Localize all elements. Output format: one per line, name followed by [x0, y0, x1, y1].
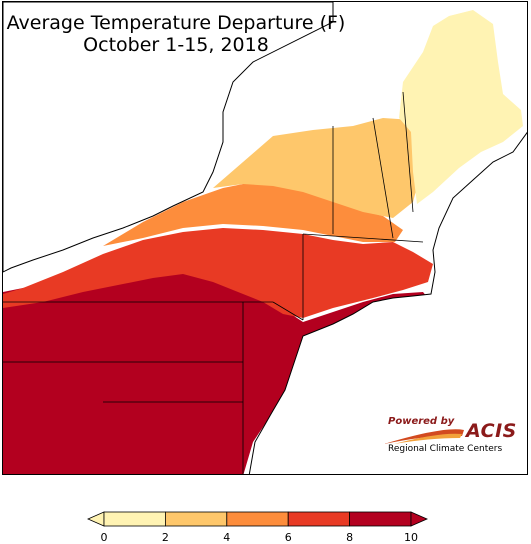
logo-powered-by: Powered by	[388, 416, 455, 427]
legend-swatch-4	[349, 511, 412, 527]
logo-swoosh-icon	[384, 429, 464, 444]
legend-swatch-2	[226, 511, 289, 527]
region-6-8	[3, 228, 433, 318]
logo-subtitle: Regional Climate Centers	[388, 444, 503, 454]
state-borders	[3, 91, 424, 474]
legend-tick-label: 8	[346, 531, 354, 544]
legend-tick-label: 6	[284, 531, 292, 544]
legend-swatch-3	[287, 511, 351, 527]
legend-colorbar	[87, 511, 428, 527]
ocean-water	[248, 131, 527, 474]
region-4-6	[103, 182, 403, 246]
temperature-departure-map	[3, 2, 527, 474]
map-frame	[2, 1, 528, 475]
region-8-10	[3, 260, 431, 474]
map-date-range: October 1-15, 2018	[83, 34, 269, 56]
legend-tick-label: 4	[223, 531, 231, 544]
acis-logo: Powered by ACIS Regional Climate Centers	[384, 414, 517, 458]
legend-arrow-high	[410, 511, 428, 527]
legend-swatch-1	[164, 511, 228, 527]
region-0-2	[399, 10, 523, 204]
map-title: Average Temperature Departure (F)	[6, 12, 346, 34]
great-lakes-water	[3, 2, 334, 273]
legend-tick-label: 2	[161, 531, 169, 544]
legend-swatch-0	[103, 511, 166, 527]
legend-arrow-low	[87, 511, 105, 527]
legend-tick-label: 0	[100, 531, 108, 544]
logo-name: ACIS	[466, 420, 517, 442]
region-2-4	[213, 118, 423, 218]
legend-tick-label: 10	[404, 531, 418, 544]
